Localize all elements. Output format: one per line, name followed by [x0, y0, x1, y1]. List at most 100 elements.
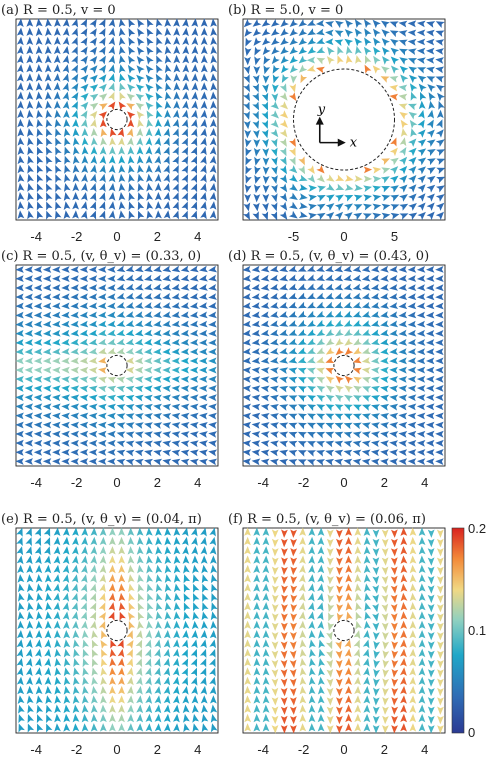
x-tick-label: 0	[340, 475, 347, 490]
vector-arrow	[26, 118, 34, 128]
vector-arrow	[180, 431, 190, 438]
vector-arrow	[163, 118, 171, 128]
vector-arrow	[353, 639, 360, 649]
vector-arrow	[46, 210, 53, 220]
vector-arrow	[251, 367, 261, 374]
vector-arrow	[109, 685, 116, 695]
vector-arrow	[164, 109, 171, 119]
vector-arrow	[281, 557, 288, 566]
vector-arrow	[409, 648, 417, 658]
vector-arrow	[182, 82, 190, 91]
vector-arrow	[62, 564, 70, 574]
vector-arrow	[252, 92, 260, 102]
vector-arrow	[91, 667, 99, 677]
vector-arrow	[171, 376, 180, 383]
vector-arrow	[98, 367, 107, 374]
vector-arrow	[27, 192, 34, 201]
vector-arrow	[53, 564, 61, 574]
vector-arrow	[391, 725, 398, 734]
vector-arrow	[17, 210, 25, 219]
vector-arrow	[154, 146, 161, 156]
vector-arrow	[400, 119, 409, 129]
vector-arrow	[181, 536, 189, 546]
vector-arrow	[271, 175, 278, 184]
vector-arrow	[244, 184, 252, 194]
vector-arrow	[382, 631, 389, 641]
vector-arrow	[192, 611, 200, 621]
vector-arrow	[299, 193, 308, 200]
vector-arrow	[208, 431, 217, 438]
vector-arrow	[173, 36, 180, 45]
vector-arrow	[336, 594, 343, 604]
vector-arrow	[279, 201, 288, 211]
vector-arrow	[371, 385, 380, 393]
vector-arrow	[189, 265, 199, 273]
vector-arrow	[125, 292, 135, 300]
vector-arrow	[325, 310, 335, 318]
vector-arrow	[270, 385, 279, 393]
vector-arrow	[270, 274, 279, 282]
vector-arrow	[389, 147, 398, 157]
vector-arrow	[171, 357, 180, 365]
vector-arrow	[416, 357, 426, 365]
vector-arrow	[109, 695, 116, 704]
vector-arrow	[345, 536, 352, 546]
vector-arrow	[279, 357, 289, 364]
vector-arrow	[398, 293, 408, 300]
vector-arrow	[325, 212, 335, 220]
vector-arrow	[62, 27, 70, 37]
vector-arrow	[316, 28, 325, 36]
vector-arrow	[107, 449, 116, 456]
vector-arrow	[409, 685, 417, 695]
vector-arrow	[108, 210, 116, 219]
vector-arrow	[409, 574, 417, 583]
vector-arrow	[289, 147, 296, 157]
vector-arrow	[326, 668, 334, 678]
vector-arrow	[262, 723, 270, 732]
vector-arrow	[62, 18, 70, 27]
vector-arrow	[407, 458, 417, 465]
vector-arrow	[61, 293, 70, 301]
vector-arrow	[80, 593, 88, 602]
vector-arrow	[200, 91, 208, 100]
vector-arrow	[435, 30, 445, 37]
vector-arrow	[244, 639, 251, 648]
vector-arrow	[244, 602, 251, 611]
vector-arrow	[380, 311, 390, 318]
vector-arrow	[252, 83, 259, 93]
vector-arrow	[89, 84, 99, 93]
vector-arrow	[98, 449, 107, 456]
vector-arrow	[24, 439, 33, 447]
vector-arrow	[242, 339, 251, 346]
vector-arrow	[53, 555, 61, 565]
vector-arrow	[116, 385, 126, 393]
x-tick-label: 0	[113, 475, 120, 490]
vector-arrow	[382, 715, 389, 725]
vector-arrow	[70, 266, 79, 273]
vector-arrow	[243, 65, 251, 75]
vector-arrow	[409, 676, 416, 686]
vector-arrow	[398, 275, 408, 282]
vector-arrow	[281, 566, 288, 576]
x-tick-label: 2	[381, 475, 388, 490]
vector-arrow	[426, 184, 436, 193]
vector-arrow	[125, 357, 135, 365]
vector-arrow	[253, 620, 261, 629]
vector-arrow	[26, 91, 34, 100]
vector-arrow	[80, 74, 89, 83]
vector-arrow	[308, 527, 316, 536]
vector-arrow	[36, 723, 44, 733]
vector-arrow	[145, 527, 153, 536]
vector-arrow	[343, 422, 353, 430]
vector-arrow	[191, 119, 198, 128]
vector-arrow	[189, 449, 199, 457]
vector-arrow	[155, 83, 163, 92]
vector-arrow	[189, 311, 199, 319]
vector-arrow	[418, 639, 426, 648]
vector-arrow	[400, 630, 407, 639]
vector-arrow	[418, 723, 426, 732]
vector-arrow	[191, 536, 198, 546]
vector-arrow	[145, 146, 153, 155]
vector-arrow	[336, 612, 344, 622]
vector-arrow	[136, 65, 145, 74]
